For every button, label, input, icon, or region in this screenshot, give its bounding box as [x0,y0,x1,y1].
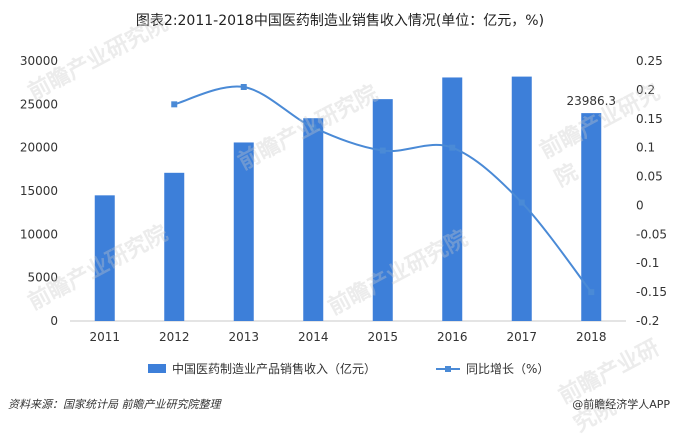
bar [164,172,185,321]
x-tick-label: 2015 [367,330,398,344]
y-left-tick-label: 0 [50,314,58,328]
bar [372,99,393,321]
y-left-tick-label: 10000 [20,227,58,241]
tick-labels: 0 5000 10000 15000 20000 25000 30000 -0.2 -0.15 -… [20,54,667,344]
bar [511,76,532,321]
y-right-tick-label: 0.15 [636,112,663,126]
line-marker [310,124,317,131]
y-right-tick-label: -0.05 [636,227,667,241]
line-series [171,84,595,296]
bar [94,195,115,321]
y-right-tick-label: 0.2 [636,83,655,97]
chart-title: 图表2:2011-2018中国医药制造业销售收入情况(单位：亿元，%) [135,13,545,29]
bar-series [94,76,602,321]
brand-note: @前瞻经济学人APP [572,398,670,411]
bar [442,77,463,321]
x-tick-label: 2018 [576,330,607,344]
line-marker [171,101,178,108]
line-marker [518,199,525,206]
line-marker [449,144,456,151]
legend: 中国医药制造业产品销售收入（亿元） 同比增长（%） [0,360,680,376]
y-right-tick-label: 0.1 [636,141,655,155]
y-left-tick-label: 25000 [20,97,58,111]
x-tick-label: 2012 [159,330,190,344]
x-tick-label: 2016 [437,330,468,344]
chart: 0 5000 10000 15000 20000 25000 30000 -0.2 -0.15 -… [20,54,667,344]
x-tick-label: 2011 [89,330,120,344]
bar [233,142,254,321]
bar [303,118,324,321]
source-note: 资料来源：国家统计局 前瞻产业研究院整理 [8,398,221,411]
y-left-tick-label: 5000 [27,271,58,285]
y-right-tick-label: -0.1 [636,256,659,270]
line-marker [588,289,595,296]
x-tick-label: 2013 [228,330,259,344]
line-marker [379,147,386,154]
y-right-tick-label: 0 [636,198,644,212]
line-marker [240,84,247,90]
bar [581,113,602,321]
legend-item-bar: 中国医药制造业产品销售收入（亿元） [148,360,376,377]
y-right-tick-label: 0.05 [636,170,663,184]
y-right-tick-label: -0.15 [636,285,667,299]
x-tick-label: 2014 [298,330,329,344]
legend-swatch-bar [148,364,166,373]
data-label: 23986.3 [566,94,616,108]
legend-label-bar: 中国医药制造业产品销售收入（亿元） [172,362,377,376]
x-tick-label: 2017 [506,330,537,344]
legend-item-line: 同比增长（%） [436,360,549,377]
y-right-tick-label: -0.2 [636,314,659,328]
legend-label-line: 同比增长（%） [466,362,550,376]
y-left-tick-label: 30000 [20,54,58,68]
y-left-tick-label: 20000 [20,141,58,155]
legend-swatch-line [436,365,460,372]
y-right-tick-label: 0.25 [636,54,663,68]
y-left-tick-label: 15000 [20,184,58,198]
